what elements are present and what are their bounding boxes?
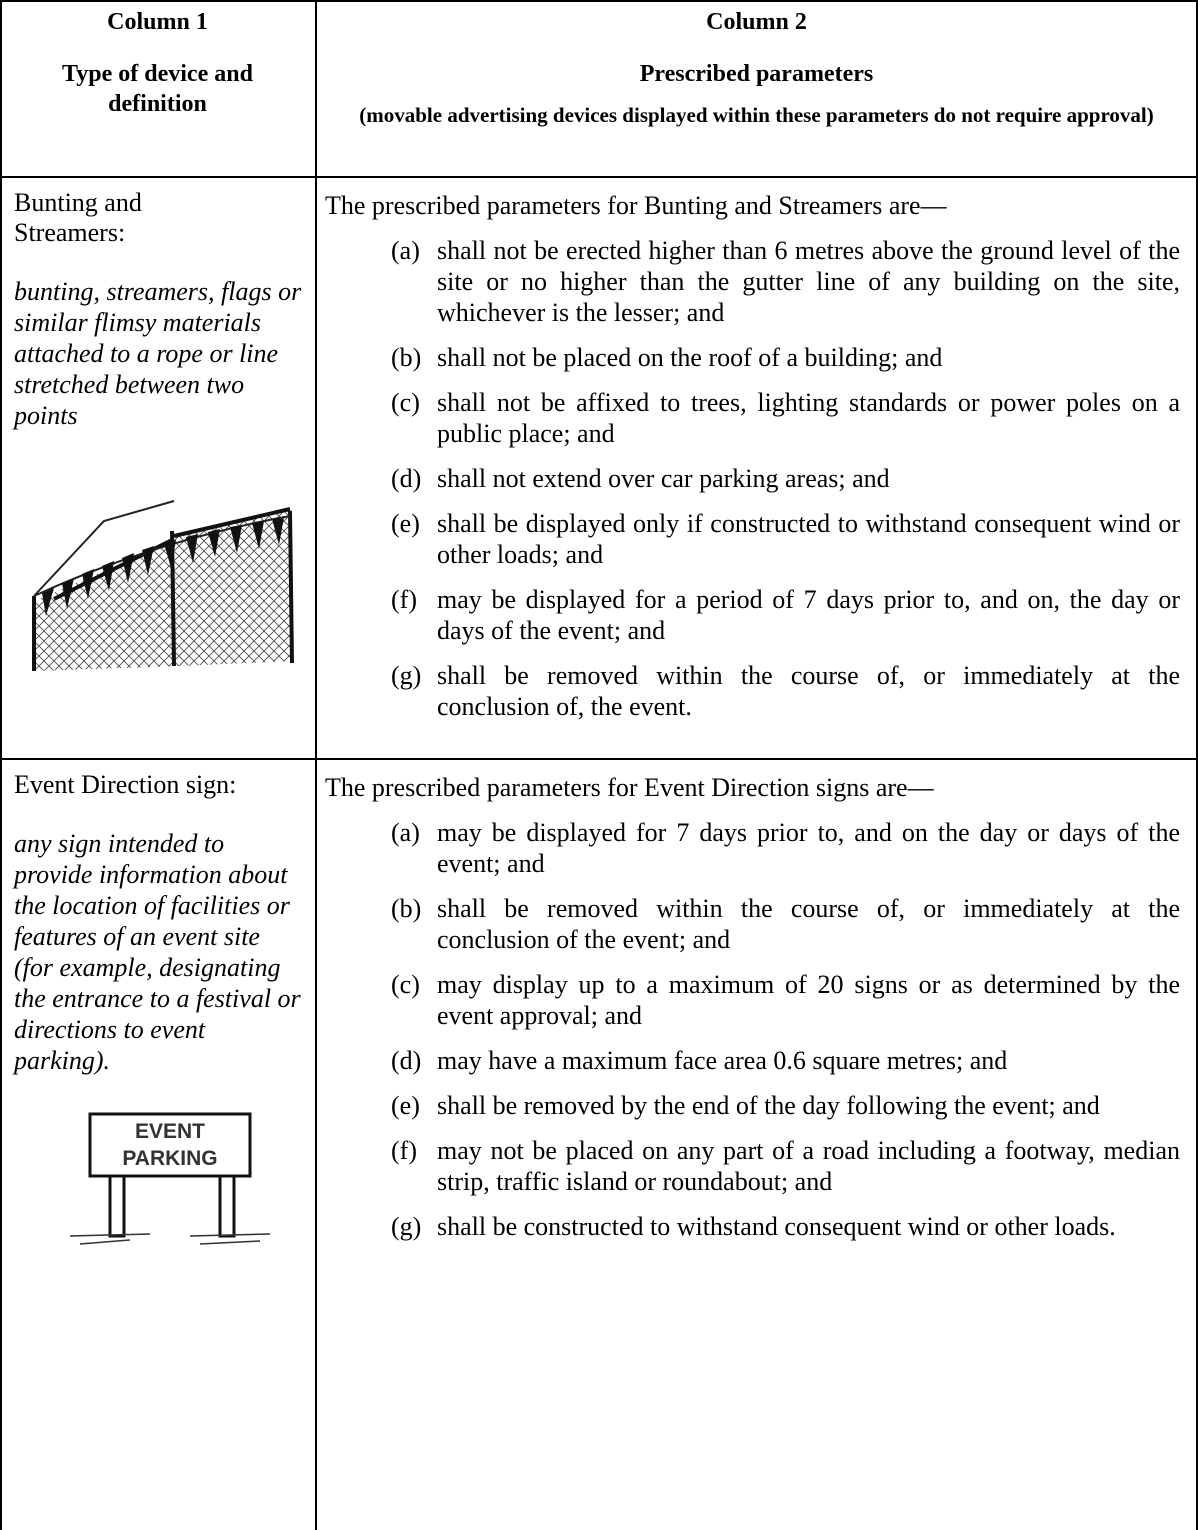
item-label: (f): [391, 1136, 417, 1165]
parameters-cell: The prescribed parameters for Event Dire…: [315, 760, 1196, 1530]
item-text: shall be removed within the course of, o…: [437, 894, 1180, 954]
device-definition: any sign intended to provide information…: [14, 829, 301, 1075]
item-label: (e): [391, 509, 420, 538]
header-cell: Column 1 Type of device and definition: [0, 2, 315, 176]
item-label: (g): [391, 1212, 422, 1241]
list-item: (a) shall not be erected higher than 6 me…: [325, 235, 1180, 328]
header-cell: Column 2 Prescribed parameters (movable …: [315, 2, 1196, 176]
item-text: shall be removed by the end of the day f…: [437, 1091, 1100, 1120]
item-label: (c): [391, 388, 420, 417]
item-text: shall not extend over car parking areas;…: [437, 464, 890, 493]
sign-text: EVENT: [135, 1120, 205, 1143]
bunting-illustration: [32, 500, 294, 671]
sign-illustration: EVENT PARKING: [69, 1112, 271, 1245]
item-text: may have a maximum face area 0.6 square …: [437, 1046, 1008, 1075]
device-name: Event Direction sign:: [14, 770, 237, 799]
header-subtitle: Prescribed parameters: [639, 61, 874, 87]
list-item: (d) may have a maximum face area 0.6 squa…: [325, 1045, 1180, 1076]
item-text: may be displayed for 7 days prior to, an…: [437, 818, 1180, 878]
list-item: (c) shall not be affixed to trees, lighti…: [325, 387, 1180, 449]
item-label: (a): [391, 818, 420, 847]
item-text: shall be removed within the course of, o…: [437, 661, 1180, 721]
border: [0, 758, 1198, 760]
parameters-cell: The prescribed parameters for Bunting an…: [315, 178, 1196, 758]
item-label: (c): [391, 970, 420, 999]
list-item: (c) may display up to a maximum of 20 sig…: [325, 969, 1180, 1031]
item-label: (b): [391, 343, 422, 372]
item-label: (d): [391, 464, 422, 493]
item-label: (d): [391, 1046, 422, 1075]
device-definition: bunting, streamers, flags or similar fli…: [14, 277, 302, 430]
list-item: (e) shall be displayed only if constructe…: [325, 508, 1180, 570]
item-label: (f): [391, 585, 417, 614]
item-label: (e): [391, 1091, 420, 1120]
header-note: (movable advertising devices displayed w…: [359, 103, 1154, 127]
header-title: Column 2: [706, 9, 807, 35]
item-text: shall be constructed to withstand conseq…: [437, 1212, 1116, 1241]
border: [0, 0, 1198, 2]
sign-text: PARKING: [122, 1147, 217, 1170]
border: [0, 176, 1198, 178]
item-label: (g): [391, 661, 422, 690]
item-text: may display up to a maximum of 20 signs …: [437, 970, 1180, 1030]
device-cell: Event Direction sign: any sign intended …: [0, 760, 315, 1530]
item-text: shall be displayed only if constructed t…: [437, 509, 1180, 569]
intro: The prescribed parameters for Event Dire…: [325, 773, 934, 802]
item-label: (b): [391, 894, 422, 923]
item-text: may not be placed on any part of a road …: [437, 1136, 1180, 1196]
list-item: (g) shall be constructed to withstand con…: [325, 1211, 1180, 1242]
list-item: (e) shall be removed by the end of the da…: [325, 1090, 1180, 1121]
list-item: (a) may be displayed for 7 days prior to,…: [325, 817, 1180, 879]
item-text: shall not be erected higher than 6 metre…: [437, 236, 1180, 327]
item-text: may be displayed for a period of 7 days …: [437, 585, 1180, 645]
list-item: (d) shall not extend over car parking are…: [325, 463, 1180, 494]
list-item: (f) may not be placed on any part of a ro…: [325, 1135, 1180, 1197]
item-text: shall not be placed on the roof of a bui…: [437, 343, 943, 372]
item-text: shall not be affixed to trees, lighting …: [437, 388, 1180, 448]
list-item: (f) may be displayed for a period of 7 da…: [325, 584, 1180, 646]
device-cell: Bunting and Streamers: bunting, streamer…: [0, 178, 315, 758]
item-label: (a): [391, 236, 420, 265]
list-item: (b) shall be removed within the course of…: [325, 893, 1180, 955]
device-name: Bunting and Streamers:: [14, 188, 142, 247]
list-item: (b) shall not be placed on the roof of a …: [325, 342, 1180, 373]
list-item: (g) shall be removed within the course of…: [325, 660, 1180, 722]
intro: The prescribed parameters for Bunting an…: [325, 191, 947, 220]
header-subtitle: Type of device and definition: [62, 61, 253, 117]
header-title: Column 1: [107, 9, 208, 35]
